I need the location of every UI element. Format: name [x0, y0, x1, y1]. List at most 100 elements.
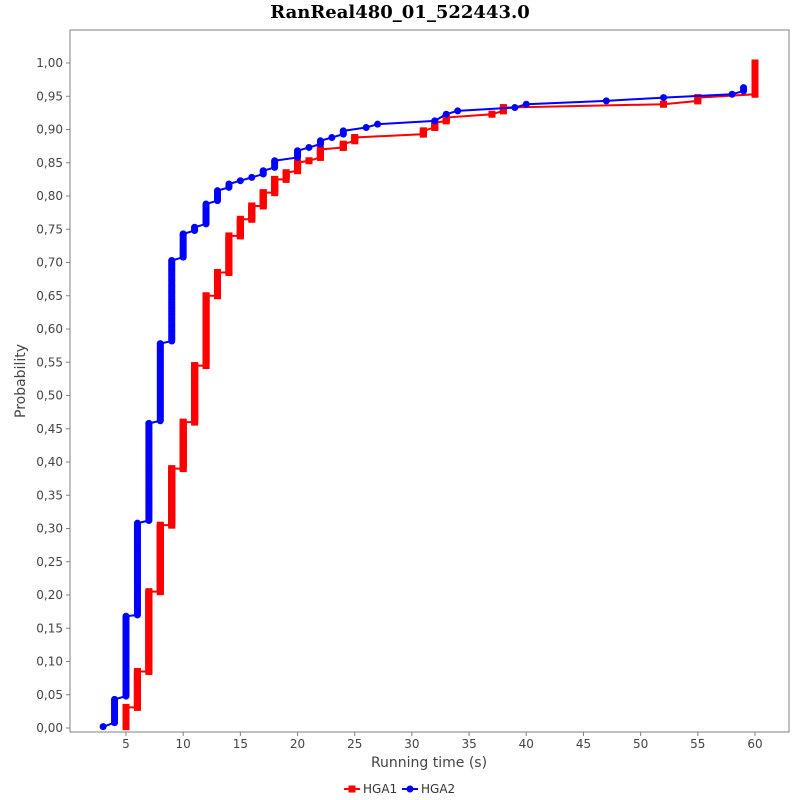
- data-point: [728, 90, 736, 98]
- data-point: [145, 588, 153, 596]
- y-tick-label: 0,30: [36, 522, 63, 536]
- x-tick-label: 45: [576, 737, 591, 751]
- x-tick-label: 25: [347, 737, 362, 751]
- y-tick-label: 0,60: [36, 322, 63, 336]
- data-point: [202, 200, 210, 208]
- y-tick-label: 0,20: [36, 588, 63, 602]
- y-tick-label: 1,00: [36, 56, 63, 70]
- y-tick-label: 0,05: [36, 688, 63, 702]
- y-tick-label: 0,40: [36, 455, 63, 469]
- data-point: [191, 362, 199, 370]
- legend-item-hga2: HGA2: [402, 782, 455, 796]
- data-point: [99, 723, 107, 731]
- data-point: [454, 107, 462, 115]
- y-tick-label: 0,65: [36, 289, 63, 303]
- data-point: [740, 84, 748, 92]
- chart-title: RanReal480_01_522443.0: [270, 2, 530, 23]
- y-tick-label: 0,50: [36, 389, 63, 403]
- y-tick-label: 0,55: [36, 355, 63, 369]
- legend-item-hga1: HGA1: [344, 782, 397, 796]
- data-point: [133, 667, 141, 675]
- data-point: [316, 145, 324, 153]
- data-point: [374, 120, 382, 128]
- data-point: [294, 147, 302, 155]
- data-point: [431, 117, 439, 125]
- data-point: [168, 257, 176, 265]
- data-point: [122, 612, 130, 620]
- data-point: [179, 230, 187, 238]
- data-point: [179, 418, 187, 426]
- data-point: [259, 167, 267, 175]
- x-tick-label: 50: [633, 737, 648, 751]
- data-point: [282, 169, 290, 177]
- legend-label: HGA2: [421, 782, 455, 796]
- x-tick-label: 55: [690, 737, 705, 751]
- y-tick-label: 0,45: [36, 422, 63, 436]
- data-point: [694, 94, 702, 102]
- y-tick-label: 0,15: [36, 621, 63, 635]
- data-point: [488, 110, 496, 118]
- legend-marker: [348, 785, 356, 793]
- x-tick-label: 20: [290, 737, 305, 751]
- data-point: [271, 175, 279, 183]
- data-point: [328, 133, 336, 141]
- data-point: [602, 97, 610, 105]
- data-point: [213, 268, 221, 276]
- data-point: [442, 110, 450, 118]
- data-point: [294, 159, 302, 167]
- x-tick-label: 10: [176, 737, 191, 751]
- data-point: [133, 519, 141, 527]
- data-point: [362, 124, 370, 132]
- x-axis-label: Running time (s): [371, 755, 487, 771]
- data-point: [305, 157, 313, 165]
- x-tick-label: 15: [233, 737, 248, 751]
- data-point: [316, 137, 324, 145]
- data-point: [156, 340, 164, 348]
- data-point: [156, 521, 164, 529]
- data-point: [305, 143, 313, 151]
- data-point: [751, 59, 759, 67]
- y-tick-label: 0,75: [36, 222, 63, 236]
- series-layer: [99, 59, 759, 731]
- data-point: [236, 177, 244, 185]
- data-point: [145, 419, 153, 427]
- x-tick-label: 35: [461, 737, 476, 751]
- legend-marker: [406, 785, 414, 793]
- series-hga2: [99, 84, 748, 731]
- y-tick-label: 0,80: [36, 189, 63, 203]
- series-hga1: [122, 59, 759, 731]
- data-point: [191, 223, 199, 231]
- data-point: [248, 202, 256, 210]
- data-point: [213, 187, 221, 195]
- data-point: [660, 94, 668, 102]
- x-tick-label: 30: [404, 737, 419, 751]
- data-point: [522, 100, 530, 108]
- data-point: [111, 695, 119, 703]
- data-point: [168, 465, 176, 473]
- y-tick-label: 0,35: [36, 488, 63, 502]
- x-tick-label: 40: [519, 737, 534, 751]
- y-tick-label: 0,25: [36, 555, 63, 569]
- legend-label: HGA1: [363, 782, 397, 796]
- data-point: [259, 189, 267, 197]
- x-tick-label: 60: [747, 737, 762, 751]
- y-tick-label: 0,70: [36, 256, 63, 270]
- data-point: [660, 100, 668, 108]
- x-axis: 5 10 15 20 25 30 35 40 45 50 55 60: [122, 732, 763, 751]
- y-tick-label: 0,90: [36, 123, 63, 137]
- data-point: [419, 127, 427, 135]
- data-point: [122, 703, 130, 711]
- data-point: [202, 292, 210, 300]
- y-tick-label: 0,95: [36, 89, 63, 103]
- data-point: [225, 232, 233, 240]
- data-point: [351, 133, 359, 141]
- y-tick-label: 0,85: [36, 156, 63, 170]
- y-axis-label: Probability: [13, 344, 29, 418]
- data-point: [225, 180, 233, 188]
- data-point: [339, 127, 347, 135]
- legend: HGA1 HGA2: [344, 782, 455, 796]
- y-tick-label: 0,10: [36, 655, 63, 669]
- data-point: [248, 173, 256, 181]
- data-point: [271, 157, 279, 165]
